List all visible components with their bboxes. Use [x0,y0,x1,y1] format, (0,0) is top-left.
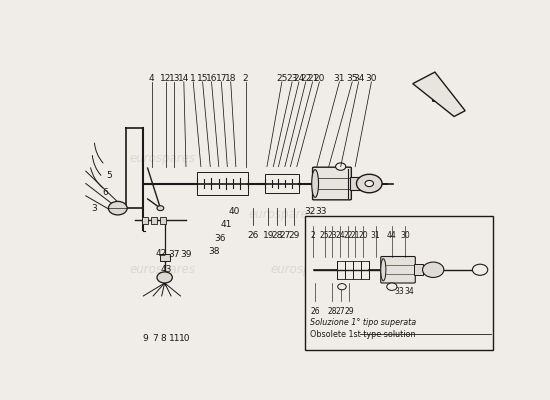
Text: 25: 25 [320,231,329,240]
Text: 6: 6 [102,188,108,197]
Text: 37: 37 [169,250,180,260]
Circle shape [108,201,127,215]
Ellipse shape [381,259,386,281]
Text: 27: 27 [279,231,291,240]
Text: 31: 31 [334,74,345,83]
Text: 42: 42 [156,249,167,258]
Text: 20: 20 [314,74,325,83]
Bar [337,260,369,279]
Text: 2: 2 [310,231,315,240]
Bar [151,217,157,224]
Text: 31: 31 [371,231,381,240]
Text: 33: 33 [315,207,327,216]
Text: 41: 41 [221,220,232,229]
Text: 12: 12 [160,74,172,83]
Text: 25: 25 [276,74,288,83]
Text: 2: 2 [243,74,249,83]
Text: 26: 26 [310,307,320,316]
Text: eurospares: eurospares [130,263,196,276]
Circle shape [338,284,346,290]
Circle shape [157,272,172,283]
Text: 21: 21 [350,231,360,240]
Bar [142,217,147,224]
Text: 39: 39 [180,250,192,260]
Text: 40: 40 [228,207,240,216]
Text: 15: 15 [197,74,208,83]
Bar [265,174,299,193]
Text: Obsolete 1st type solution: Obsolete 1st type solution [310,330,415,339]
Circle shape [336,163,346,170]
Text: eurospares: eurospares [270,263,336,276]
Text: 10: 10 [179,334,190,344]
Circle shape [387,283,397,290]
Text: 19: 19 [262,231,274,240]
Bar [305,216,493,350]
Text: 27: 27 [336,307,345,316]
Circle shape [422,262,444,278]
Text: 21: 21 [307,74,318,83]
Ellipse shape [312,170,318,197]
Text: eurospares: eurospares [130,152,196,165]
Bar [161,217,166,224]
Text: 28: 28 [327,307,337,316]
Text: 18: 18 [225,74,236,83]
Text: 38: 38 [209,247,221,256]
FancyBboxPatch shape [381,256,415,283]
Text: 35: 35 [346,74,358,83]
Text: 4: 4 [149,74,155,83]
Circle shape [365,180,373,186]
Text: 23: 23 [327,231,337,240]
Text: 3: 3 [91,204,97,213]
Text: 44: 44 [387,231,397,240]
Text: 7: 7 [152,334,158,344]
Polygon shape [412,72,465,116]
Text: eurospares: eurospares [249,208,315,221]
Text: 33: 33 [394,287,404,296]
Text: 8: 8 [161,334,166,344]
Text: 34: 34 [353,74,364,83]
Text: 5: 5 [106,171,112,180]
Text: 17: 17 [216,74,227,83]
FancyBboxPatch shape [312,167,351,200]
Text: 29: 29 [344,307,354,316]
Text: 13: 13 [169,74,180,83]
Bar [197,172,248,195]
Text: 23: 23 [287,74,298,83]
Text: 20: 20 [358,231,367,240]
Text: Soluzione 1° tipo superata: Soluzione 1° tipo superata [310,318,416,327]
Bar [350,177,363,190]
Text: 24: 24 [293,74,305,83]
Circle shape [472,264,488,275]
Text: 32: 32 [304,207,315,216]
Bar [160,254,170,261]
Text: 28: 28 [271,231,283,240]
Text: 26: 26 [247,231,258,240]
Text: 16: 16 [206,74,217,83]
Text: 11: 11 [169,334,180,344]
Text: 29: 29 [288,231,300,240]
Text: 22: 22 [343,231,353,240]
Circle shape [356,174,382,193]
Text: 24: 24 [335,231,345,240]
Text: 36: 36 [214,234,226,244]
Text: 14: 14 [178,74,190,83]
Circle shape [157,206,164,211]
Text: 22: 22 [300,74,311,83]
Text: 34: 34 [405,287,415,296]
Text: 1: 1 [190,74,196,83]
Text: 30: 30 [400,231,410,240]
Bar [414,264,424,275]
Text: 43: 43 [160,265,172,274]
Text: 9: 9 [142,334,149,344]
Text: 30: 30 [366,74,377,83]
